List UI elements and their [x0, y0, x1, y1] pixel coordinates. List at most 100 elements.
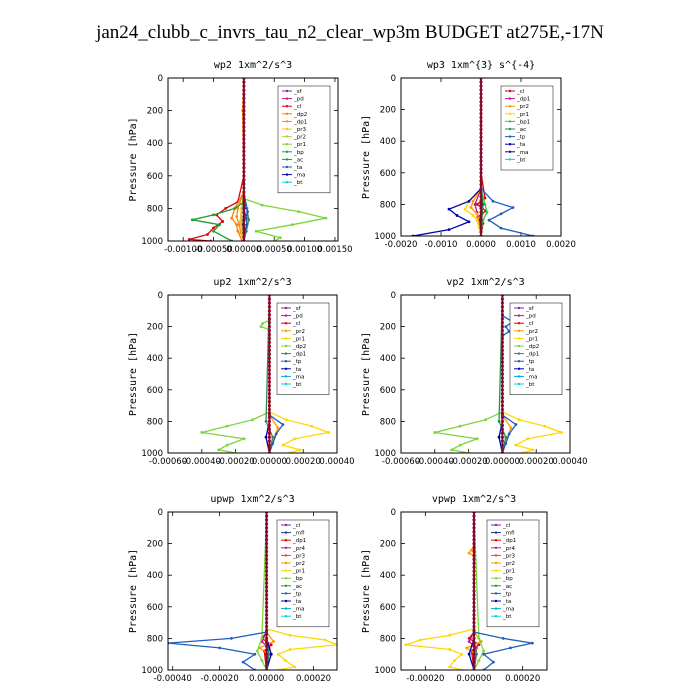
- legend-entry: _dp1: [292, 352, 306, 358]
- legend-entry: _pd: [292, 314, 303, 320]
- legend-marker: [284, 382, 288, 386]
- legend-marker: [284, 367, 288, 370]
- y-axis-label: Pressure [hPa]: [128, 117, 139, 201]
- legend-marker: [284, 615, 288, 618]
- plot-frame: [400, 511, 548, 671]
- legend-entry: _sf: [525, 306, 535, 312]
- series-point: [324, 216, 328, 220]
- series-point: [244, 216, 248, 220]
- legend-entry: _bp: [502, 576, 513, 582]
- series-point: [221, 220, 225, 223]
- series-point: [218, 223, 222, 227]
- legend-entry: _dp1: [525, 352, 539, 358]
- panel-title: upwp 1xm^2/s^3: [210, 494, 294, 505]
- legend-entry: _ma: [292, 607, 304, 613]
- legend-entry: _dp2: [292, 344, 306, 350]
- legend-entry: _bt: [293, 180, 303, 186]
- series-point: [497, 435, 501, 439]
- series-point: [267, 652, 271, 656]
- series-point: [297, 210, 300, 214]
- series-point: [483, 203, 487, 206]
- legend-entry: _pr2: [292, 561, 305, 567]
- legend-marker: [508, 97, 512, 100]
- series-point: [465, 646, 469, 650]
- y-axis-label: Pressure [hPa]: [128, 549, 139, 633]
- series-point: [467, 652, 471, 656]
- y-tick-label: 800: [380, 417, 396, 427]
- panel-5: upwp 1xm^2/s^3 Pressure [hPa] 0 200 400 600 80…: [128, 494, 338, 684]
- x-tick-label: 0.00100: [287, 245, 322, 255]
- x-tick-label: -0.00060: [149, 457, 187, 467]
- legend-entry: _pr3: [502, 553, 516, 559]
- legend-marker: [284, 554, 288, 557]
- x-tick-label: 0.00000: [456, 674, 491, 684]
- x-tick-label: 0.00000: [249, 674, 284, 684]
- legend-entry: _sf: [293, 89, 303, 95]
- legend-marker: [284, 599, 288, 603]
- legend-marker: [517, 360, 521, 363]
- series-point: [288, 648, 292, 651]
- panel-1: wp2 1xm^2/s^3 Pressure [hPa] 0 200 400 600 800…: [128, 60, 353, 255]
- series-point: [298, 448, 302, 452]
- x-tick-label: -0.0010: [425, 240, 458, 250]
- y-tick-label: 0: [158, 508, 163, 518]
- series-point: [463, 207, 467, 211]
- legend-entry: _bt: [525, 382, 535, 388]
- legend-marker: [517, 367, 521, 370]
- series-point: [218, 646, 222, 650]
- legend-marker: [494, 531, 498, 534]
- legend-marker: [517, 306, 521, 310]
- legend-marker: [494, 592, 498, 595]
- series-point: [245, 223, 249, 227]
- legend-entry: _tp: [516, 135, 526, 141]
- legend-marker: [494, 569, 498, 572]
- series-point: [200, 431, 204, 434]
- legend-marker: [285, 173, 289, 176]
- y-tick-label: 1000: [374, 232, 396, 242]
- panel-title: wp2 1xm^2/s^3: [214, 60, 292, 71]
- legend-entry: _dp2: [525, 344, 539, 350]
- legend-entry: _sf: [292, 306, 302, 312]
- x-tick-label: 0.00000: [485, 457, 520, 467]
- legend-marker: [284, 531, 288, 534]
- series-point: [419, 638, 422, 642]
- legend-marker: [284, 329, 288, 332]
- series-point: [241, 660, 245, 664]
- legend-entry: _pr3: [292, 553, 306, 559]
- legend-marker: [517, 375, 521, 378]
- series-point: [458, 443, 462, 447]
- legend-marker: [284, 314, 288, 317]
- legend-marker: [284, 577, 288, 580]
- series-point: [281, 423, 285, 426]
- series-point: [448, 633, 452, 637]
- legend-entry: _ma: [293, 173, 305, 179]
- series-point: [236, 229, 240, 233]
- legend-entry: _mfl: [292, 531, 305, 537]
- legend-marker: [284, 375, 288, 378]
- y-tick-label: 800: [147, 417, 163, 427]
- plot-area: [433, 295, 564, 453]
- legend-entry: _cl: [292, 321, 301, 327]
- series-point: [225, 443, 229, 447]
- x-tick-label: -0.0020: [385, 240, 418, 250]
- series-point: [453, 659, 456, 662]
- series-point: [514, 443, 518, 447]
- x-tick-label: -0.00020: [201, 674, 239, 684]
- series-point: [247, 218, 251, 222]
- series-point: [260, 659, 264, 662]
- panel-6: vpwp 1xm^2/s^3 Pressure [hPa] 0 200 400 600 80…: [361, 494, 548, 684]
- series-point: [323, 638, 327, 642]
- y-tick-label: 200: [380, 540, 396, 550]
- series-point: [274, 432, 278, 436]
- legend-marker: [494, 584, 498, 587]
- legend-entry: _pr2: [293, 135, 306, 141]
- y-tick-label: 200: [147, 540, 163, 550]
- series-point: [224, 207, 228, 210]
- series-point: [433, 431, 437, 434]
- y-tick-label: 800: [380, 634, 396, 644]
- legend-entry: _cl: [502, 523, 511, 529]
- series-point: [473, 203, 477, 206]
- legend-marker: [508, 150, 512, 153]
- legend-box: [276, 302, 330, 395]
